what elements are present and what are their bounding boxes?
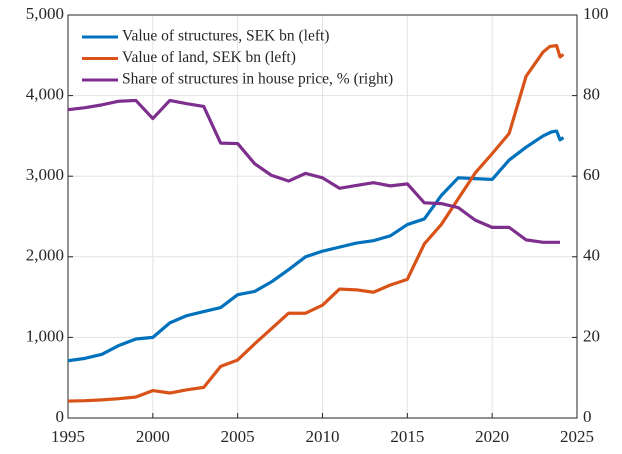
x-tick-label: 2025 (560, 427, 594, 446)
y-tick-label: 4,000 (26, 85, 64, 104)
y2-tick-label: 80 (583, 85, 600, 104)
x-tick-label: 2015 (390, 427, 424, 446)
legend-label: Share of structures in house price, % (r… (122, 71, 393, 88)
plot-frame (67, 14, 578, 419)
y-tick-label: 2,000 (26, 246, 64, 265)
x-tick-label: 1995 (51, 427, 85, 446)
x-tick-label: 2000 (136, 427, 170, 446)
y2-tick-label: 20 (583, 326, 600, 345)
y-tick-label: 5,000 (26, 4, 64, 23)
series-line (67, 44, 565, 403)
x-tick-label: 2005 (221, 427, 255, 446)
series-line (67, 129, 565, 363)
x-tick-label: 2020 (475, 427, 509, 446)
y2-tick-label: 60 (583, 165, 600, 184)
y2-tick-label: 40 (583, 246, 600, 265)
x-tick-label: 2010 (306, 427, 340, 446)
y2-tick-label: 0 (583, 407, 592, 426)
y-tick-label: 3,000 (26, 165, 64, 184)
legend-label: Value of structures, SEK bn (left) (122, 28, 329, 45)
legend-label: Value of land, SEK bn (left) (122, 49, 296, 66)
y-tick-label: 0 (56, 407, 65, 426)
y2-tick-label: 100 (583, 4, 609, 23)
series-line (67, 98, 561, 244)
y-tick-label: 1,000 (26, 326, 64, 345)
